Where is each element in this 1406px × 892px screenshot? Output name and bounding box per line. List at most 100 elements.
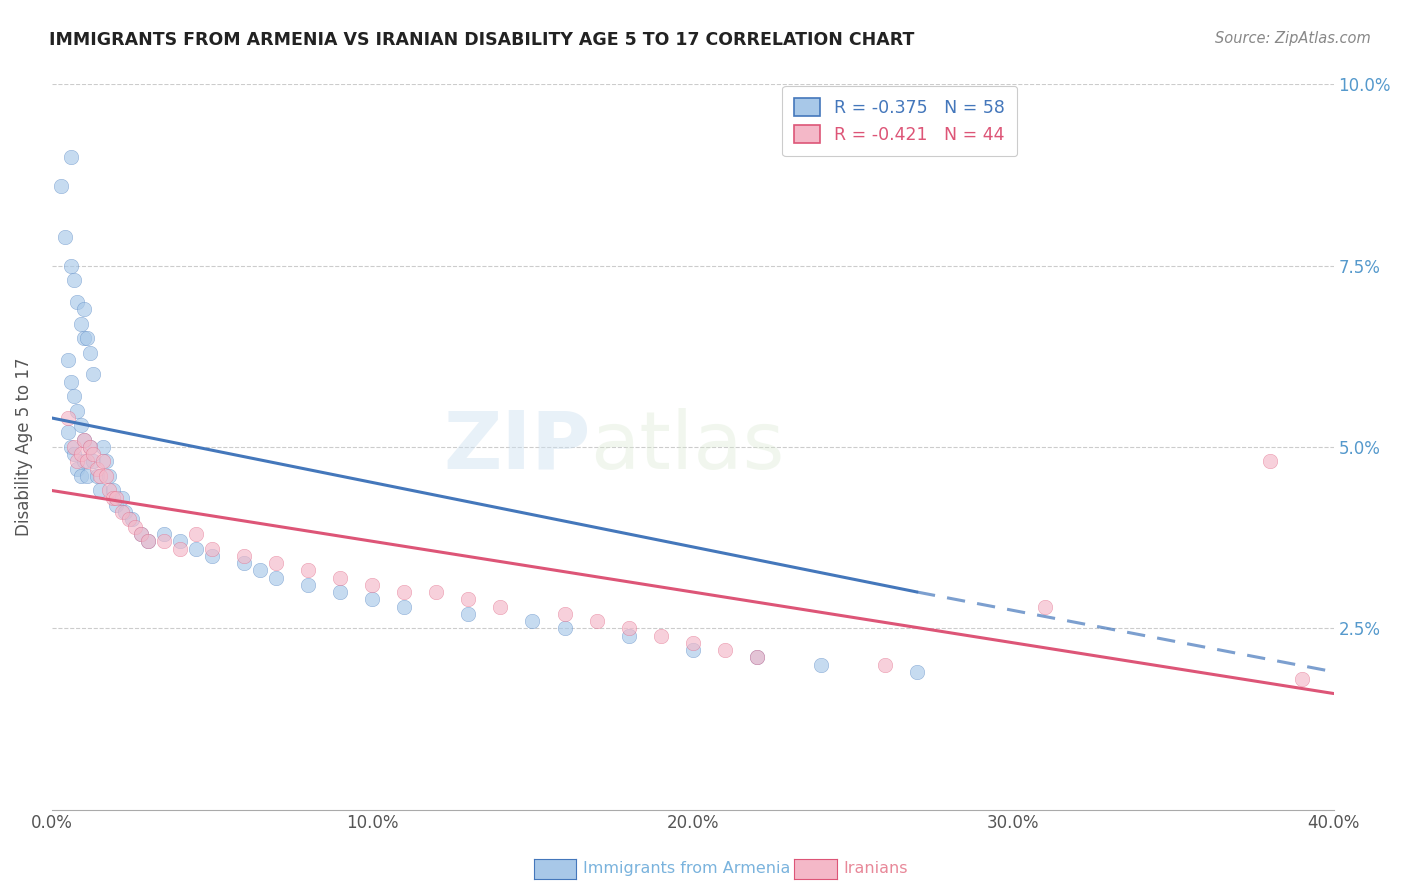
- Point: [98, 483, 121, 498]
- Point: [264, 556, 287, 570]
- Point: [101, 483, 124, 498]
- Point: [76, 469, 98, 483]
- Point: [233, 556, 256, 570]
- Point: [73, 433, 96, 447]
- Point: [82, 368, 104, 382]
- Point: [650, 628, 672, 642]
- Point: [905, 665, 928, 679]
- Point: [114, 505, 136, 519]
- Point: [233, 549, 256, 563]
- Text: Iranians: Iranians: [844, 862, 908, 876]
- Text: atlas: atlas: [591, 408, 785, 486]
- Point: [89, 469, 111, 483]
- Point: [82, 454, 104, 468]
- Point: [585, 614, 607, 628]
- Point: [810, 657, 832, 672]
- Point: [329, 585, 352, 599]
- Point: [873, 657, 896, 672]
- Point: [66, 295, 89, 310]
- Point: [553, 621, 575, 635]
- Point: [86, 461, 108, 475]
- Point: [522, 614, 544, 628]
- Point: [745, 650, 768, 665]
- Point: [1291, 672, 1313, 686]
- Point: [63, 389, 86, 403]
- Point: [91, 454, 114, 468]
- Point: [153, 534, 176, 549]
- Point: [617, 621, 640, 635]
- Point: [184, 527, 207, 541]
- Point: [121, 512, 143, 526]
- Point: [111, 491, 134, 505]
- Point: [79, 345, 101, 359]
- Point: [56, 353, 79, 368]
- Legend: R = -0.375   N = 58, R = -0.421   N = 44: R = -0.375 N = 58, R = -0.421 N = 44: [782, 86, 1018, 156]
- Point: [73, 433, 96, 447]
- Text: Immigrants from Armenia: Immigrants from Armenia: [583, 862, 790, 876]
- Point: [104, 491, 127, 505]
- Point: [89, 483, 111, 498]
- Point: [682, 643, 704, 657]
- Point: [264, 570, 287, 584]
- Point: [745, 650, 768, 665]
- Point: [169, 534, 191, 549]
- Point: [63, 447, 86, 461]
- Point: [86, 469, 108, 483]
- Point: [201, 549, 224, 563]
- Point: [76, 454, 98, 468]
- Point: [361, 578, 384, 592]
- Point: [124, 520, 146, 534]
- Point: [69, 447, 91, 461]
- Point: [69, 469, 91, 483]
- Point: [201, 541, 224, 556]
- Point: [63, 273, 86, 287]
- Point: [713, 643, 735, 657]
- Point: [249, 563, 271, 577]
- Point: [361, 592, 384, 607]
- Point: [66, 403, 89, 417]
- Point: [59, 259, 82, 273]
- Point: [79, 440, 101, 454]
- Point: [136, 534, 159, 549]
- Point: [66, 461, 89, 475]
- Point: [69, 317, 91, 331]
- Point: [98, 469, 121, 483]
- Point: [489, 599, 512, 614]
- Point: [59, 440, 82, 454]
- Point: [69, 418, 91, 433]
- Point: [63, 440, 86, 454]
- Point: [682, 636, 704, 650]
- Point: [1258, 454, 1281, 468]
- Point: [457, 607, 479, 621]
- Point: [425, 585, 447, 599]
- Point: [136, 534, 159, 549]
- Point: [76, 331, 98, 345]
- Text: ZIP: ZIP: [443, 408, 591, 486]
- Point: [59, 375, 82, 389]
- Point: [329, 570, 352, 584]
- Point: [96, 469, 118, 483]
- Point: [131, 527, 153, 541]
- Point: [394, 599, 416, 614]
- Point: [73, 302, 96, 317]
- Y-axis label: Disability Age 5 to 17: Disability Age 5 to 17: [15, 358, 32, 536]
- Point: [96, 454, 118, 468]
- Point: [111, 505, 134, 519]
- Point: [53, 229, 76, 244]
- Point: [73, 331, 96, 345]
- Point: [169, 541, 191, 556]
- Point: [91, 440, 114, 454]
- Text: Source: ZipAtlas.com: Source: ZipAtlas.com: [1215, 31, 1371, 46]
- Point: [73, 454, 96, 468]
- Point: [79, 440, 101, 454]
- Point: [118, 512, 141, 526]
- Text: IMMIGRANTS FROM ARMENIA VS IRANIAN DISABILITY AGE 5 TO 17 CORRELATION CHART: IMMIGRANTS FROM ARMENIA VS IRANIAN DISAB…: [49, 31, 914, 49]
- Point: [184, 541, 207, 556]
- Point: [82, 447, 104, 461]
- Point: [56, 425, 79, 440]
- Point: [51, 178, 73, 193]
- Point: [56, 411, 79, 425]
- Point: [104, 498, 127, 512]
- Point: [66, 454, 89, 468]
- Point: [394, 585, 416, 599]
